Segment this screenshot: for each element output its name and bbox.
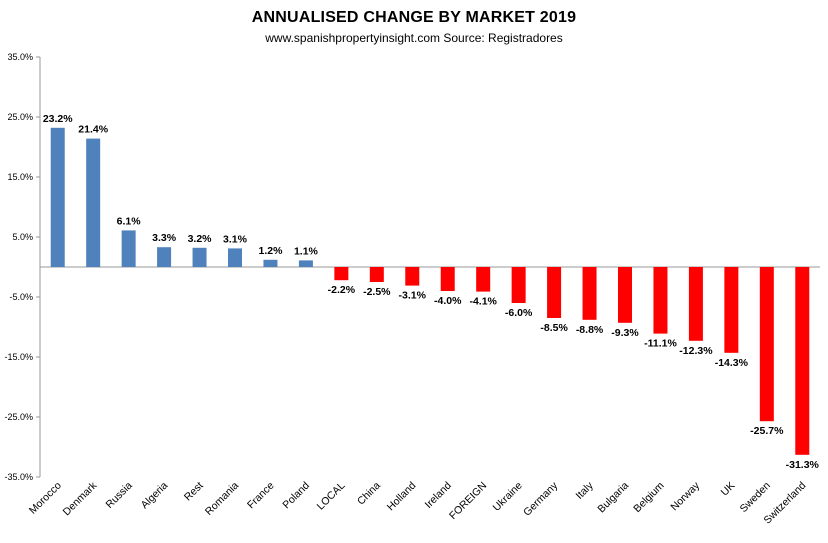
data-label: -3.1% — [399, 290, 427, 302]
bar-foreign — [476, 267, 491, 292]
chart-title: ANNUALISED CHANGE BY MARKET 2019 — [251, 9, 577, 26]
data-label: -8.8% — [576, 324, 604, 336]
data-label: -11.1% — [644, 338, 677, 350]
x-category-label: Bulgaria — [595, 480, 631, 516]
data-label: 1.1% — [294, 245, 319, 257]
bar-denmark — [86, 138, 101, 267]
data-label: -25.7% — [750, 425, 784, 437]
x-category-label: Denmark — [61, 479, 100, 518]
x-category-label: Russia — [104, 480, 135, 511]
data-label: -2.2% — [328, 284, 356, 296]
bar-rest — [192, 247, 207, 267]
data-label: -6.0% — [505, 307, 533, 319]
y-tick-label: -25.0% — [4, 412, 33, 422]
bar-switzerland — [795, 267, 810, 455]
data-label: -8.5% — [540, 322, 568, 334]
bar-uk — [724, 267, 739, 353]
y-axis-ticks: 35.0% 25.0% 15.0% 5.0% -5.0% -15.0% -25.0% -35.… — [4, 52, 40, 482]
data-label: -31.3% — [786, 459, 820, 471]
x-category-label: France — [245, 480, 277, 512]
bar-norway — [688, 267, 703, 341]
chart-subtitle: www.spanishpropertyinsight.com Source: R… — [265, 31, 563, 45]
bar-italy — [582, 267, 597, 320]
bar-belgium — [653, 267, 668, 334]
data-label: 3.2% — [188, 233, 213, 245]
bar-ireland — [440, 267, 455, 291]
data-label: -4.1% — [469, 296, 497, 308]
bars — [50, 127, 810, 455]
x-category-label: China — [355, 480, 383, 508]
y-tick-label: -5.0% — [9, 292, 33, 302]
data-label: -14.3% — [715, 357, 749, 369]
x-category-label: Poland — [280, 480, 312, 512]
x-category-label: Italy — [574, 479, 597, 502]
data-label: 6.1% — [117, 215, 142, 227]
y-tick-label: 15.0% — [7, 172, 33, 182]
data-label: 1.2% — [258, 245, 283, 257]
bar-holland — [405, 267, 420, 286]
data-label: -4.0% — [434, 295, 462, 307]
bar-ukraine — [511, 267, 526, 303]
y-tick-label: 5.0% — [12, 232, 33, 242]
data-labels: 23.2%21.4%6.1%3.3% 3.2% 3.1%1.2% 1.1%-2.2% -… — [43, 113, 820, 471]
bar-romania — [228, 248, 242, 267]
data-label: 3.1% — [223, 233, 248, 245]
x-category-label: Romania — [203, 480, 241, 518]
y-tick-label: -35.0% — [4, 472, 33, 482]
y-tick-label: 35.0% — [7, 52, 33, 62]
bar-germany — [547, 267, 562, 318]
x-category-label: Morocco — [27, 480, 64, 517]
data-label: -9.3% — [611, 327, 639, 339]
x-category-label: FOREIGN — [447, 480, 489, 522]
bar-morocco — [50, 127, 65, 267]
x-category-label: Algeria — [139, 480, 171, 512]
data-label: 23.2% — [43, 113, 73, 125]
data-label: -12.3% — [679, 345, 713, 357]
x-category-label: Ireland — [423, 480, 454, 511]
x-category-label: Belgium — [631, 479, 666, 514]
bar-sweden — [759, 267, 774, 422]
x-category-label: Sweden — [738, 480, 773, 515]
x-category-label: Germany — [521, 479, 561, 519]
y-tick-label: -15.0% — [4, 352, 33, 362]
bar-algeria — [157, 247, 172, 267]
x-category-label: Rest — [182, 480, 206, 504]
bar-local — [334, 267, 349, 281]
x-category-label: Ukraine — [491, 480, 525, 514]
bar-poland — [298, 260, 313, 267]
x-category-label: Norway — [668, 479, 702, 513]
y-tick-label: 25.0% — [7, 112, 33, 122]
x-category-label: UK — [719, 480, 738, 499]
data-label: 21.4% — [78, 124, 108, 136]
x-category-label: Holland — [385, 480, 419, 514]
bar-bulgaria — [618, 267, 632, 323]
bar-russia — [121, 230, 136, 267]
bar-china — [369, 267, 384, 282]
x-category-label: LOCAL — [315, 480, 348, 513]
bar-france — [263, 259, 278, 267]
data-label: 3.3% — [152, 232, 177, 244]
data-label: -2.5% — [363, 286, 391, 298]
